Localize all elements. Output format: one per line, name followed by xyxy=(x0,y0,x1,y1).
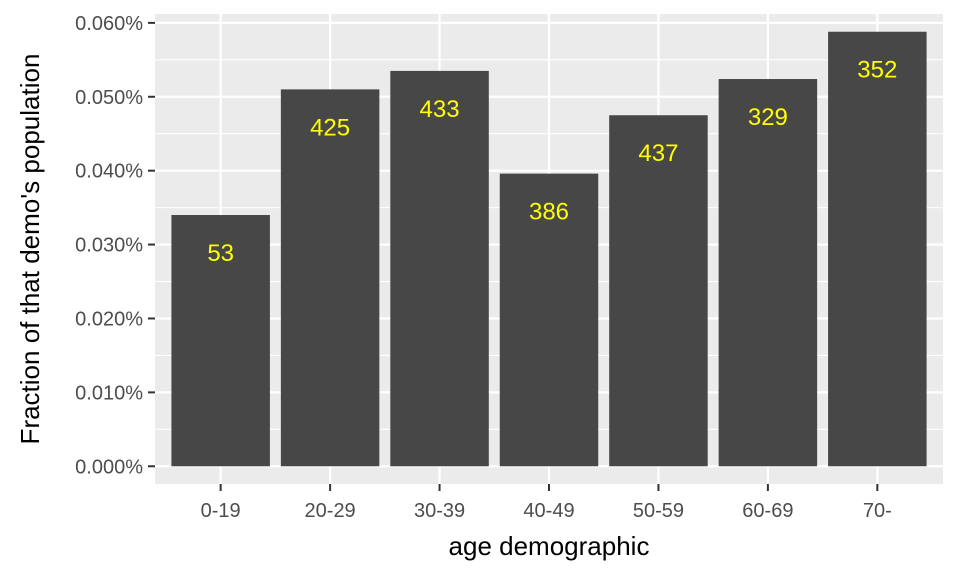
bar xyxy=(280,89,380,467)
x-axis: 0-19 20-29 30-39 40-49 50-59 60-69 70- xyxy=(201,484,892,522)
x-tick-label: 20-29 xyxy=(305,500,356,522)
x-tick-label: 70- xyxy=(863,500,892,522)
x-tick-label: 60-69 xyxy=(742,500,793,522)
y-tick-label: 0.010% xyxy=(75,382,143,404)
bar xyxy=(499,173,599,467)
x-tick-label: 0-19 xyxy=(201,500,241,522)
y-tick-label: 0.050% xyxy=(75,87,143,109)
x-tick-label: 50-59 xyxy=(633,500,684,522)
x-axis-title: age demographic xyxy=(449,531,650,561)
y-tick-label: 0.020% xyxy=(75,308,143,330)
bar-value-label: 433 xyxy=(420,96,460,123)
bar-value-label: 329 xyxy=(748,104,788,131)
bar-value-label: 352 xyxy=(857,57,897,84)
bar xyxy=(718,79,818,467)
bar-value-label: 437 xyxy=(638,140,678,167)
bar-value-label: 425 xyxy=(310,114,350,141)
y-tick-label: 0.040% xyxy=(75,161,143,183)
data-labels: 53 425 433 386 437 329 352 xyxy=(207,57,897,267)
bar xyxy=(828,31,927,467)
y-tick-label: 0.060% xyxy=(75,13,143,35)
bars xyxy=(171,31,927,467)
bar-value-label: 53 xyxy=(207,240,234,267)
bar xyxy=(609,115,708,467)
bar xyxy=(171,215,270,467)
x-tick-label: 40-49 xyxy=(523,500,574,522)
y-axis-title: Fraction of that demo's population xyxy=(15,54,45,445)
x-tick-label: 30-39 xyxy=(414,500,465,522)
y-axis: 0.000% 0.010% 0.020% 0.030% 0.040% 0.050% 0.06… xyxy=(75,13,155,478)
bar-value-label: 386 xyxy=(529,199,569,226)
y-tick-label: 0.000% xyxy=(75,456,143,478)
bar xyxy=(390,70,489,467)
y-tick-label: 0.030% xyxy=(75,235,143,257)
